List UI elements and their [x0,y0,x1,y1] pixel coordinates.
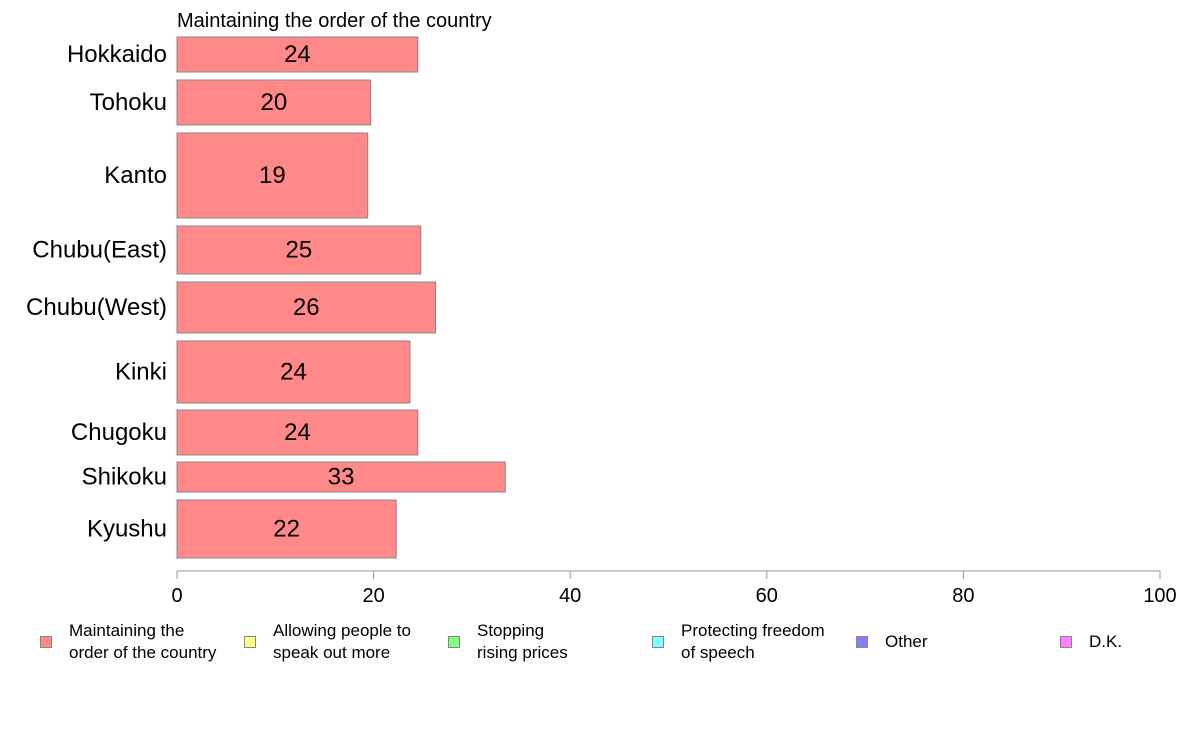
bar-kyushu [176,499,397,559]
legend-item: D.K. [1060,620,1122,664]
legend-swatch [40,636,52,648]
data-label: 20 [260,89,287,116]
x-axis: 0 20 40 60 80 100 [171,570,1177,607]
category-label: Kinki [115,359,167,386]
x-tick-label: 100 [1143,585,1176,607]
data-label: 26 [293,294,320,321]
legend: Maintaining the order of the country Allo… [0,620,1188,670]
legend-label: Protecting freedom of speech [681,621,825,662]
category-label: Chubu(East) [32,237,167,264]
data-label: 22 [273,516,300,543]
legend-swatch [448,636,460,648]
bar-chart: Maintaining the order of the country Hok… [26,10,1177,607]
legend-swatch [244,636,256,648]
x-tick-label: 60 [756,585,778,607]
legend-item: Protecting freedom of speech [652,620,825,664]
bar-tohoku [176,79,372,126]
bar-chubu-west [176,281,437,334]
x-tick-label: 80 [952,585,974,607]
bar-shikoku [176,461,506,493]
legend-label: Maintaining the order of the country [69,621,217,662]
data-label: 24 [284,419,311,446]
x-tick-label: 20 [362,585,384,607]
category-label: Kyushu [87,516,167,543]
legend-item: Other [856,620,928,664]
data-label: 24 [284,41,311,68]
legend-label: D.K. [1089,632,1123,651]
category-label: Shikoku [82,464,167,491]
legend-swatch [652,636,664,648]
legend-item: Maintaining the order of the country [40,620,216,664]
bar-kinki [176,340,411,404]
bar-chugoku [176,409,419,456]
data-label: 25 [286,237,313,264]
x-tick-label: 0 [171,585,182,607]
category-label: Hokkaido [67,41,167,68]
legend-swatch [856,636,868,648]
legend-label: Other [885,632,928,651]
category-label: Tohoku [90,89,167,116]
x-tick-label: 40 [559,585,581,607]
legend-item: Stopping rising prices [448,620,568,664]
legend-label: Stopping rising prices [477,621,568,662]
legend-label: Allowing people to speak out more [273,621,411,662]
bar-chubu-east [176,225,422,275]
data-label: 33 [328,464,355,491]
legend-swatch [1060,636,1072,648]
data-label: 19 [259,162,286,189]
bars-group: Hokkaido 24 Tohoku 20 Kanto 19 Chubu(East) 25 Ch… [26,36,506,559]
bar-kanto [176,132,369,219]
bar-hokkaido [176,36,419,73]
category-label: Chubu(West) [26,294,167,321]
chart-title: Maintaining the order of the country [177,10,492,32]
legend-item: Allowing people to speak out more [244,620,411,664]
category-label: Kanto [104,162,167,189]
data-label: 24 [280,359,307,386]
category-label: Chugoku [71,419,167,446]
